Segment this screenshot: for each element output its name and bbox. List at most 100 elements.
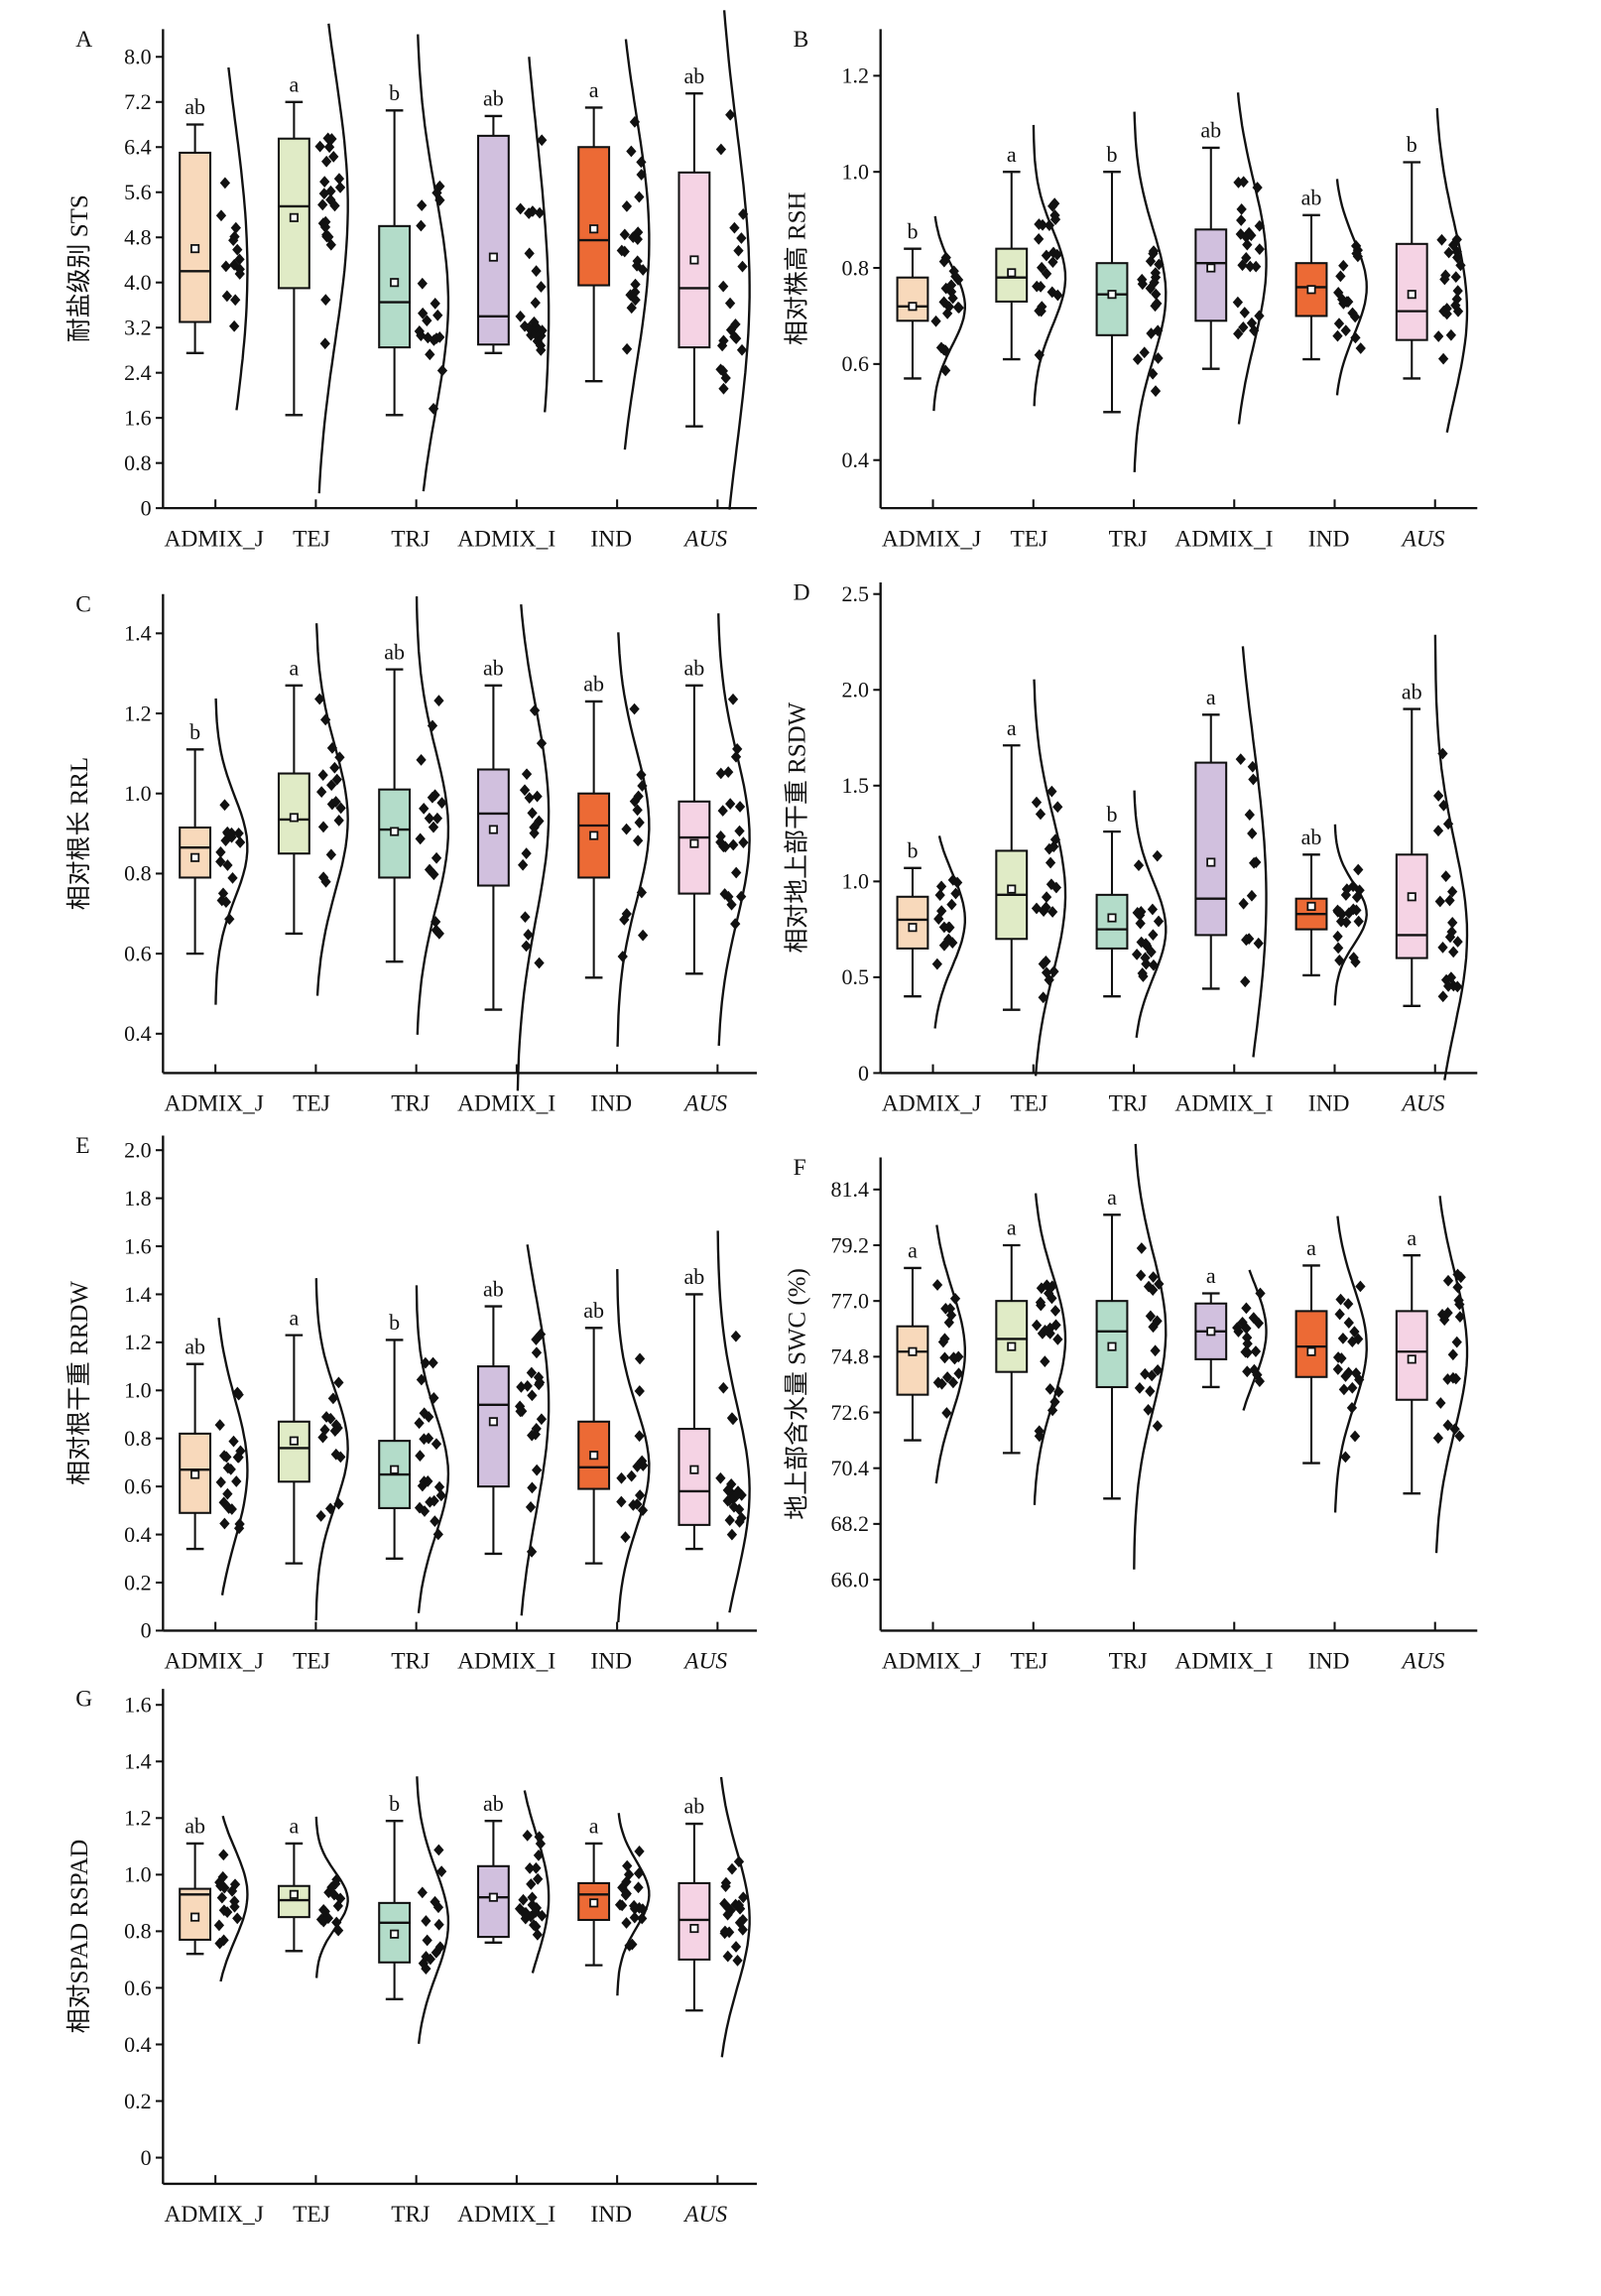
- data-point: [1247, 760, 1258, 773]
- data-point: [526, 1878, 537, 1890]
- mean-marker: [289, 1889, 299, 1899]
- data-point: [1447, 1348, 1458, 1361]
- data-point: [1346, 1401, 1358, 1414]
- data-point: [1450, 299, 1461, 312]
- data-point: [521, 940, 532, 953]
- data-point: [730, 318, 741, 330]
- data-point: [1134, 1381, 1146, 1394]
- y-tick-label: 1.5: [841, 773, 868, 798]
- data-point: [1336, 1352, 1347, 1364]
- y-tick-label: 0.6: [124, 941, 152, 965]
- x-tick-label: ADMIX_J: [882, 1091, 981, 1117]
- data-point: [636, 169, 647, 181]
- data-point: [1332, 1363, 1343, 1375]
- density-curve: [1033, 1193, 1067, 1505]
- data-point: [1249, 324, 1260, 337]
- y-axis-label: 相对SPAD RSPAD: [65, 1840, 93, 2034]
- data-point: [1335, 1293, 1346, 1306]
- data-point: [431, 851, 442, 864]
- data-point: [536, 737, 548, 750]
- significance-letter: a: [589, 1814, 599, 1839]
- x-tick-label: ADMIX_J: [164, 1649, 263, 1675]
- significance-letter: a: [908, 1238, 918, 1263]
- mean-marker: [1206, 1327, 1216, 1337]
- data-point: [531, 265, 542, 278]
- data-point: [621, 342, 633, 355]
- data-point: [1352, 244, 1363, 256]
- data-point: [227, 871, 238, 884]
- data-point: [1132, 907, 1143, 919]
- data-point: [718, 1381, 729, 1394]
- data-point: [431, 187, 442, 199]
- panel-A: A 0 0.8 1.6 2.4 3.2 4.0 4.8 5.6 6.4 7.2 8.0 耐盐级别 STS…: [65, 10, 757, 552]
- data-point: [937, 1336, 949, 1348]
- y-tick-label: 4.0: [124, 270, 152, 295]
- data-point: [729, 330, 740, 343]
- data-point: [215, 855, 226, 868]
- data-point: [719, 1897, 730, 1910]
- box-iqr: [179, 151, 212, 323]
- significance-letter: ab: [185, 1814, 205, 1839]
- mean-marker: [1007, 268, 1017, 278]
- data-point: [725, 323, 737, 336]
- x-tick-label: AUS: [1400, 1649, 1444, 1675]
- data-point: [943, 301, 954, 314]
- x-tick-label: TRJ: [1109, 1091, 1148, 1117]
- box-iqr: [1294, 1310, 1328, 1378]
- mean-marker: [1007, 884, 1017, 894]
- data-point: [1452, 1281, 1463, 1294]
- data-point: [331, 773, 342, 786]
- data-point: [715, 143, 727, 156]
- density-curve: [722, 10, 751, 510]
- box-TRJ: ab TRJ: [378, 596, 450, 1117]
- data-point: [1238, 321, 1249, 333]
- data-point: [314, 140, 325, 153]
- data-point: [1334, 906, 1345, 919]
- y-tick-label: 1.2: [841, 64, 868, 88]
- density-curve: [623, 39, 651, 450]
- data-point: [1250, 1345, 1262, 1357]
- data-point: [940, 1303, 951, 1315]
- box-TRJ: b TRJ: [1095, 790, 1168, 1117]
- box-iqr: [1194, 761, 1228, 937]
- data-point: [1049, 833, 1061, 846]
- x-tick-label: AUS: [682, 2202, 727, 2228]
- data-point: [1432, 1432, 1444, 1445]
- significance-letter: b: [389, 80, 400, 105]
- data-point: [530, 328, 542, 340]
- data-point: [326, 779, 337, 792]
- y-tick-label: 0.4: [124, 2032, 152, 2057]
- x-tick-label: TEJ: [1010, 526, 1047, 552]
- density-curve: [314, 1278, 349, 1621]
- data-point: [737, 260, 748, 273]
- y-tick-label: 72.6: [830, 1400, 868, 1425]
- data-point: [1148, 245, 1160, 257]
- data-point: [524, 247, 535, 260]
- mean-marker: [1407, 290, 1416, 300]
- data-point: [1152, 1315, 1163, 1328]
- box-TRJ: a TRJ: [1095, 1143, 1168, 1675]
- data-point: [233, 828, 244, 839]
- data-point: [1350, 331, 1361, 344]
- data-point: [316, 786, 327, 799]
- data-point: [1153, 324, 1164, 337]
- data-point: [1034, 1430, 1045, 1443]
- data-point: [1451, 233, 1462, 246]
- density-curve: [516, 604, 551, 1091]
- data-point: [726, 1862, 738, 1875]
- data-point: [730, 918, 741, 930]
- mean-marker: [689, 1923, 699, 1934]
- data-point: [527, 1389, 538, 1402]
- data-point: [423, 1475, 433, 1487]
- box-ADMIX_J: b ADMIX_J: [882, 835, 981, 1117]
- data-point: [1038, 991, 1048, 1004]
- density-curve: [416, 1776, 450, 2044]
- data-point: [534, 1831, 545, 1844]
- data-point: [1140, 952, 1151, 964]
- significance-letter: ab: [583, 1298, 604, 1323]
- data-point: [232, 1912, 243, 1925]
- data-point: [1253, 937, 1264, 950]
- data-point: [317, 198, 328, 211]
- y-tick-label: 1.4: [124, 621, 152, 646]
- data-point: [1332, 942, 1344, 955]
